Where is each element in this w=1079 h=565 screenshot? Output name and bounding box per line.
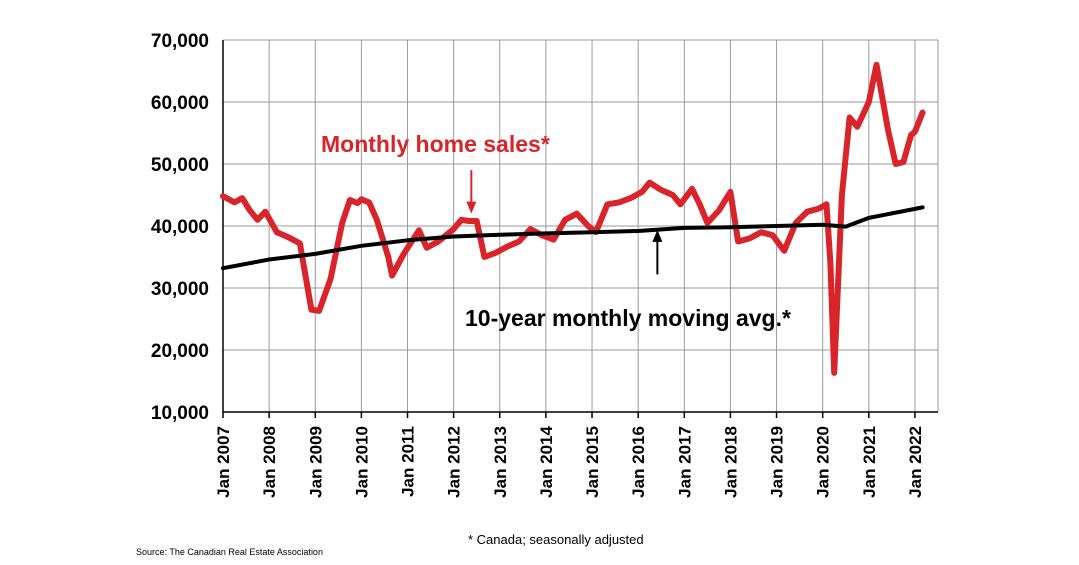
x-tick-label: Jan 2017: [675, 426, 694, 498]
y-tick-label: 10,000: [151, 403, 209, 424]
x-tick-label: Jan 2011: [399, 426, 418, 497]
x-tick-label: Jan 2009: [306, 426, 325, 498]
series-lines: [220, 61, 926, 376]
annotation-arrowhead-average: [652, 229, 663, 242]
x-tick-label: Jan 2010: [352, 426, 371, 498]
y-tick-label: 30,000: [151, 279, 209, 300]
x-tick-label: Jan 2012: [445, 426, 464, 498]
x-tick-label: Jan 2007: [214, 426, 233, 498]
x-tick-label: Jan 2014: [537, 425, 556, 497]
x-tick-label: Jan 2016: [629, 426, 648, 498]
y-tick-label: 70,000: [151, 31, 209, 52]
x-tick-label: Jan 2008: [260, 426, 279, 498]
y-axis: 10,000 20,000 30,000 40,000 50,000 60,000 70,0…: [151, 31, 209, 424]
annotation-moving-average-label: 10-year monthly moving avg.*: [465, 305, 791, 331]
x-tick-label: Jan 2021: [860, 426, 879, 498]
series-line-monthly-sales: [220, 61, 926, 376]
annotation-arrowhead-sales: [466, 201, 477, 214]
annotation-monthly-sales-label: Monthly home sales*: [321, 131, 550, 157]
y-tick-label: 40,000: [151, 217, 209, 238]
x-tick-label: Jan 2013: [491, 426, 510, 498]
series-line-moving-average: [221, 205, 925, 271]
x-tick-label: Jan 2019: [768, 426, 787, 498]
y-tick-label: 60,000: [151, 93, 209, 114]
y-tick-label: 50,000: [151, 155, 209, 176]
y-tick-label: 20,000: [151, 341, 209, 362]
footnote: * Canada; seasonally adjusted: [468, 532, 644, 547]
x-tick-label: Jan 2022: [906, 426, 925, 498]
annotations: Monthly home sales* 10-year monthly movin…: [321, 131, 791, 331]
x-tick-label: Jan 2015: [583, 426, 602, 498]
x-axis: Jan 2007 Jan 2008 Jan 2009 Jan 2010 Jan 2011…: [214, 412, 925, 498]
source-note: Source: The Canadian Real Estate Associa…: [136, 547, 323, 557]
x-tick-label: Jan 2018: [721, 426, 740, 498]
x-tick-label: Jan 2020: [814, 426, 833, 498]
